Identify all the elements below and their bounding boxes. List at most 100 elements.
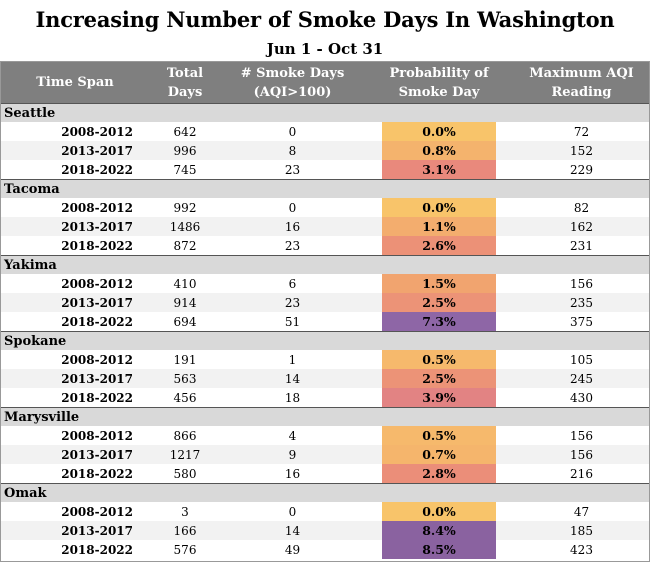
cell-max-aqi: 231 <box>570 238 593 253</box>
cell-max-aqi: 216 <box>570 466 593 481</box>
cell-probability-wrap: 0.5% <box>365 350 513 369</box>
cell-max-aqi: 229 <box>570 162 593 177</box>
cell-probability: 1.5% <box>382 274 496 293</box>
cell-probability-wrap: 1.1% <box>365 217 513 236</box>
cell-smoke-days: 9 <box>288 447 297 462</box>
table-row: 2013-2017 563 14 2.5% 245 <box>0 369 650 388</box>
header-probability: Probability of Smoke Day <box>365 62 513 103</box>
cell-probability: 2.5% <box>382 293 496 312</box>
cell-probability: 3.9% <box>382 388 496 407</box>
header-time-span-text: Time Span <box>36 75 114 90</box>
cell-max-aqi: 235 <box>570 295 593 310</box>
cell-max-aqi: 375 <box>570 314 593 329</box>
cell-total-days: 642 <box>173 124 197 139</box>
table-row: 2013-2017 166 14 8.4% 185 <box>0 521 650 540</box>
cell-probability-wrap: 0.8% <box>365 141 513 160</box>
cell-smoke-days: 0 <box>288 504 297 519</box>
group-header-seattle: Seattle <box>0 103 650 122</box>
table-row: 2008-2012 642 0 0.0% 72 <box>0 122 650 141</box>
table-row: 2013-2017 996 8 0.8% 152 <box>0 141 650 160</box>
table-row: 2013-2017 1486 16 1.1% 162 <box>0 217 650 236</box>
cell-max-aqi: 152 <box>570 143 593 158</box>
header-probability-line2: Smoke Day <box>398 84 480 100</box>
group-header-spokane: Spokane <box>0 331 650 350</box>
cell-total-days: 872 <box>173 238 197 253</box>
table-row: 2018-2022 576 49 8.5% 423 <box>0 540 650 559</box>
cell-smoke-days: 23 <box>284 238 301 253</box>
cell-smoke-days: 18 <box>284 390 301 405</box>
cell-probability: 2.8% <box>382 464 496 483</box>
cell-time-span: 2018-2022 <box>61 238 133 253</box>
cell-total-days: 996 <box>173 143 197 158</box>
header-total-days-line2: Days <box>167 84 203 100</box>
cell-max-aqi: 423 <box>570 542 593 557</box>
group-header-marysville: Marysville <box>0 407 650 426</box>
header-max-aqi-line1: Maximum AQI <box>529 65 634 81</box>
cell-smoke-days: 0 <box>288 124 297 139</box>
cell-probability: 0.0% <box>382 502 496 521</box>
cell-probability: 0.5% <box>382 350 496 369</box>
cell-max-aqi: 47 <box>573 504 590 519</box>
cell-smoke-days: 16 <box>284 466 301 481</box>
cell-probability-wrap: 7.3% <box>365 312 513 331</box>
table-body: Seattle 2008-2012 642 0 0.0% 72 2013-2017 996 8 0… <box>0 103 650 559</box>
cell-smoke-days: 49 <box>284 542 301 557</box>
cell-smoke-days: 23 <box>284 295 301 310</box>
cell-time-span: 2013-2017 <box>61 371 133 386</box>
cell-time-span: 2008-2012 <box>61 504 133 519</box>
table-header: Time Span Total Days # Smoke Days (AQI>100… <box>0 61 650 103</box>
cell-probability: 0.0% <box>382 122 496 141</box>
cell-max-aqi: 185 <box>570 523 593 538</box>
cell-max-aqi: 156 <box>570 447 593 462</box>
header-probability-line1: Probability of <box>389 65 489 81</box>
cell-smoke-days: 14 <box>284 371 301 386</box>
cell-probability: 2.5% <box>382 369 496 388</box>
cell-smoke-days: 8 <box>288 143 297 158</box>
cell-probability-wrap: 0.5% <box>365 426 513 445</box>
header-total-days: Total Days <box>150 62 220 103</box>
header-max-aqi-line2: Reading <box>551 84 612 100</box>
cell-probability-wrap: 2.5% <box>365 293 513 312</box>
cell-time-span: 2008-2012 <box>61 124 133 139</box>
cell-total-days: 745 <box>173 162 197 177</box>
cell-probability-wrap: 0.0% <box>365 122 513 141</box>
cell-total-days: 914 <box>173 295 197 310</box>
header-smoke-days-line2: (AQI>100) <box>253 84 332 100</box>
cell-max-aqi: 105 <box>570 352 593 367</box>
cell-time-span: 2008-2012 <box>61 352 133 367</box>
cell-probability-wrap: 0.7% <box>365 445 513 464</box>
header-total-days-line1: Total <box>166 65 204 81</box>
cell-time-span: 2013-2017 <box>61 447 133 462</box>
chart-title: Increasing Number of Smoke Days In Washi… <box>35 7 615 32</box>
cell-total-days: 576 <box>173 542 197 557</box>
cell-probability: 1.1% <box>382 217 496 236</box>
cell-time-span: 2013-2017 <box>61 295 133 310</box>
cell-time-span: 2013-2017 <box>61 219 133 234</box>
cell-probability-wrap: 1.5% <box>365 274 513 293</box>
header-time-span: Time Span <box>0 62 150 103</box>
table-row: 2013-2017 914 23 2.5% 235 <box>0 293 650 312</box>
cell-time-span: 2008-2012 <box>61 276 133 291</box>
cell-probability-wrap: 0.0% <box>365 502 513 521</box>
chart-subtitle: Jun 1 - Oct 31 <box>266 40 384 58</box>
cell-max-aqi: 156 <box>570 276 593 291</box>
cell-smoke-days: 16 <box>284 219 301 234</box>
cell-total-days: 3 <box>181 504 189 519</box>
cell-max-aqi: 245 <box>570 371 593 386</box>
cell-probability-wrap: 2.8% <box>365 464 513 483</box>
cell-probability: 7.3% <box>382 312 496 331</box>
cell-probability-wrap: 8.4% <box>365 521 513 540</box>
cell-max-aqi: 72 <box>573 124 590 139</box>
cell-probability-wrap: 8.5% <box>365 540 513 559</box>
cell-total-days: 563 <box>173 371 197 386</box>
table-row: 2018-2022 580 16 2.8% 216 <box>0 464 650 483</box>
cell-probability: 0.8% <box>382 141 496 160</box>
cell-total-days: 166 <box>173 523 197 538</box>
cell-time-span: 2018-2022 <box>61 390 133 405</box>
cell-probability: 3.1% <box>382 160 496 179</box>
cell-probability-wrap: 2.6% <box>365 236 513 255</box>
cell-total-days: 456 <box>173 390 197 405</box>
table-row: 2008-2012 191 1 0.5% 105 <box>0 350 650 369</box>
cell-total-days: 694 <box>173 314 197 329</box>
